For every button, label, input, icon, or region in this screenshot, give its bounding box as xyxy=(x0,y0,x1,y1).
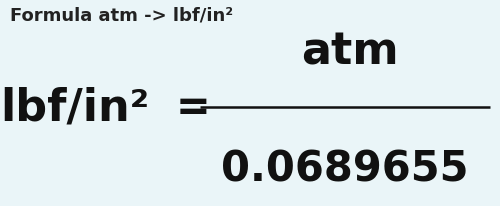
Text: =: = xyxy=(175,86,210,128)
Text: lbf/in²: lbf/in² xyxy=(0,86,150,129)
Text: atm: atm xyxy=(301,30,399,73)
Text: Formula atm -> lbf/in²: Formula atm -> lbf/in² xyxy=(10,6,233,24)
Text: 0.0689655: 0.0689655 xyxy=(221,148,469,190)
